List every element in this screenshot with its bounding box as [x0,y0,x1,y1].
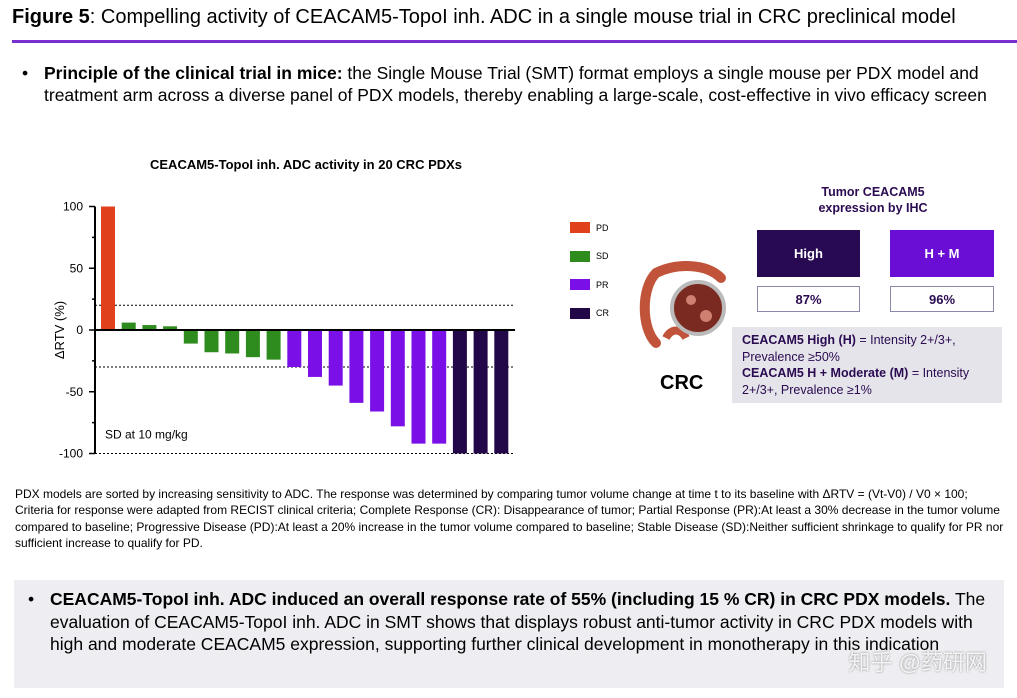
bar-cr [452,330,467,454]
bullet-dot: • [22,63,29,83]
legend-swatch [570,279,590,290]
definitions-box: CEACAM5 High (H) = Intensity 2+/3+, Prev… [732,327,1002,403]
y-tick-label: -50 [66,385,84,399]
bar-pr [308,330,322,377]
figure-title-text: : Compelling activity of CEACAM5-TopoI i… [89,6,956,28]
bar-cr [473,330,488,454]
bar-pr [287,330,302,368]
bar-sd [225,330,240,354]
bullet-text: the Single Mouse Trial (SMT) format empl… [44,63,987,105]
legend-swatch [570,222,590,233]
bullet-principle: • Principle of the clinical trial in mic… [22,62,997,106]
bullet-dot: • [28,589,35,609]
watermark: 知乎 @药研网 [848,650,987,675]
conclusion-box [14,580,1004,688]
figure-label: Figure 5 [12,6,90,28]
legend-item-sd: SD [570,250,609,262]
footnote: PDX models are sorted by increasing sens… [15,487,1004,550]
bar-pr [370,330,385,412]
bullet-text: The evaluation of CEACAM5-TopoI inh. ADC… [50,589,986,654]
figure-title: Figure 5: Compelling activity of CEACAM5… [12,6,956,29]
bar-pr [349,330,364,403]
high-percent: 87% [757,286,860,312]
y-tick-label: 100 [63,200,83,214]
y-axis-label: ΔRTV (%) [52,301,67,359]
legend-label: CR [596,308,609,318]
title-divider [12,40,1017,43]
ihc-title: Tumor CEACAM5 expression by IHC [818,185,928,215]
legend-label: PD [596,222,609,233]
bar-pr [328,330,343,386]
bullet-bold: Principle of the clinical trial in mice: [44,63,343,83]
colon-illustration [639,261,726,348]
bar-pr [432,330,447,444]
legend-item-cr: CR [570,307,609,319]
crc-label: CRC [660,372,704,394]
bar-sd [266,330,281,360]
bullet-bold: CEACAM5-TopoI inh. ADC induced an overal… [50,589,951,609]
bar-cr [494,330,509,454]
legend-swatch [570,250,590,262]
bar-sd [142,325,157,330]
legend-label: SD [596,251,609,261]
waterfall-chart: 100 50 0 -50 -100 ΔRTV (%) SD at 10 mg/kg [52,200,515,461]
def-hm-term: CEACAM5 H + Moderate (M) [742,366,909,380]
bar-sd [163,326,178,330]
chart-title: CEACAM5-TopoI inh. ADC activity in 20 CR… [150,157,463,172]
legend-item-pr: PR [570,279,609,290]
def-high-text: = Intensity 2+/3+, Prevalence ≥50% [742,333,956,364]
bar-pd [101,206,115,330]
bar-pr [411,330,426,444]
bar-sd [183,330,198,344]
high-box: High [757,230,860,277]
y-tick-label: 50 [70,261,84,275]
legend-label: PR [596,279,609,290]
y-tick-label: -100 [59,447,83,461]
def-high-term: CEACAM5 High (H) [742,333,856,347]
hm-box: H + M [890,230,994,277]
legend-swatch [570,307,590,319]
bar-sd [245,330,260,358]
bar-sd [204,330,219,353]
chart-annotation: SD at 10 mg/kg [105,428,188,442]
legend-item-pd: PD [570,222,609,233]
hm-percent: 96% [890,286,994,312]
bullet-conclusion: • CEACAM5-TopoI inh. ADC induced an over… [28,588,998,656]
bar-pr [390,330,405,427]
bar-sd [121,322,136,330]
def-hm-text: = Intensity 2+/3+, Prevalence ≥1% [742,366,970,397]
y-tick-label: 0 [76,323,83,337]
